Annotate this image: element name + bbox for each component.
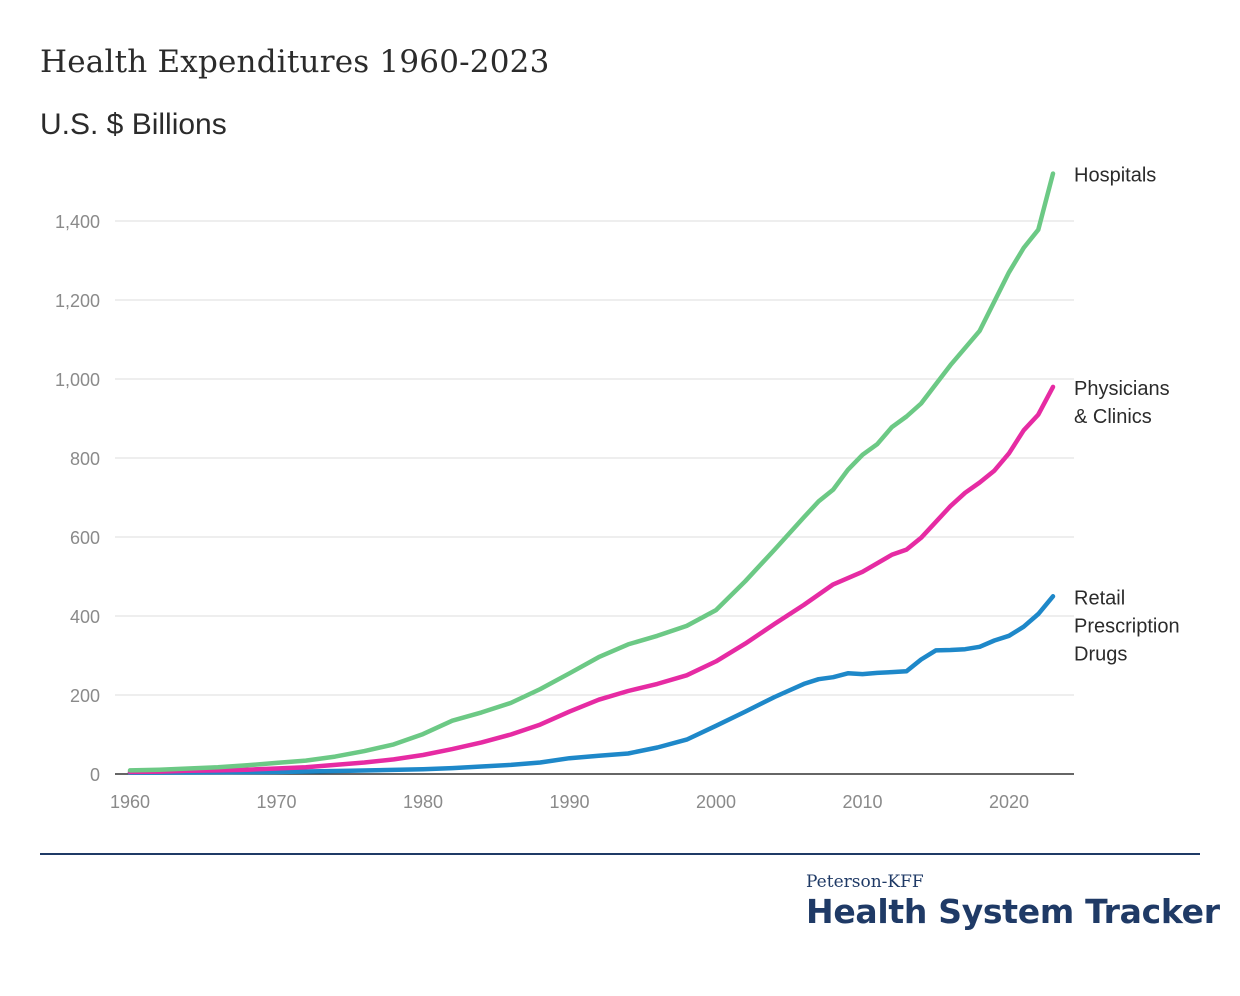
footer-divider [40,853,1200,855]
chart-subtitle: U.S. $ Billions [40,108,227,141]
series-label-hospitals: Hospitals [1074,165,1156,187]
x-tick-label: 1990 [550,792,590,812]
gridlines [115,220,1074,696]
series-label-line: Drugs [1074,643,1127,665]
x-axis-ticks: 1960 1970 1980 1990 2000 2010 2020 [110,792,1029,812]
series-line-physicians [127,384,1056,775]
series-line-drugs [127,594,1056,776]
y-tick-label: 800 [70,449,100,469]
x-tick-label: 1980 [403,792,443,812]
y-tick-label: 1,400 [55,212,100,232]
x-tick-label: 1970 [256,792,296,812]
brand-peterson-kff: Peterson-KFF [806,872,924,892]
y-tick-label: 1,000 [55,370,100,390]
x-tick-label: 2010 [843,792,883,812]
series-label-line: Retail [1074,587,1125,609]
y-tick-label: 1,200 [55,291,100,311]
x-tick-label: 2020 [989,792,1029,812]
y-tick-label: 400 [70,607,100,627]
y-tick-label: 200 [70,686,100,706]
series-labels: Hospitals Physicians & Clinics Retail Prescr… [1074,165,1180,666]
x-tick-label: 1960 [110,792,150,812]
chart-title: Health Expenditures 1960-2023 [40,44,550,80]
x-tick-label: 2000 [696,792,736,812]
series-lines [127,171,1056,776]
series-line-hospitals [127,171,1056,773]
series-label-drugs: Retail Prescription Drugs [1074,587,1180,665]
series-label-line: Prescription [1074,615,1180,637]
y-tick-label: 600 [70,528,100,548]
brand-health-system-tracker: Health System Tracker [806,892,1220,931]
y-tick-label: 0 [90,765,100,785]
y-axis-ticks: 0 200 400 600 800 1,000 1,200 1,400 [55,212,100,785]
series-label-line: Hospitals [1074,165,1156,187]
series-label-physicians: Physicians & Clinics [1074,378,1170,428]
series-label-line: & Clinics [1074,406,1152,428]
series-label-line: Physicians [1074,378,1170,400]
